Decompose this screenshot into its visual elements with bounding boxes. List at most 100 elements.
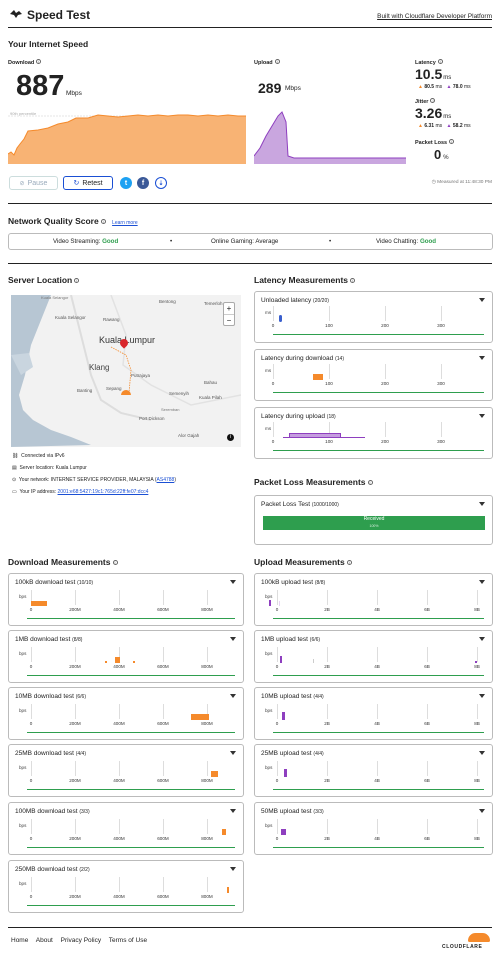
zoom-in-button[interactable]: + bbox=[226, 304, 232, 313]
chevron-down-icon[interactable] bbox=[479, 809, 485, 813]
built-with-link[interactable]: Built with Cloudflare Developer Platform bbox=[377, 13, 492, 20]
map-info-icon[interactable]: i bbox=[227, 434, 234, 441]
footer-terms-link[interactable]: Terms of Use bbox=[108, 937, 148, 944]
retest-button[interactable]: ↻ Retest bbox=[63, 176, 113, 190]
packet-loss-label: Packet Loss i bbox=[415, 139, 455, 146]
card-title: Unloaded latency (20/20) bbox=[261, 297, 329, 304]
data-point bbox=[279, 601, 280, 606]
footer-about-link[interactable]: About bbox=[35, 937, 53, 944]
pause-button[interactable]: ⊘ Pause bbox=[9, 176, 58, 190]
card-title: 25MB download test (4/4) bbox=[15, 750, 86, 757]
grid-line bbox=[119, 761, 120, 776]
download-card[interactable]: 25MB download test (4/4) bps 0 200M 400M 600… bbox=[8, 744, 244, 797]
axis-tick-label: 0 bbox=[275, 664, 279, 669]
box-plot bbox=[211, 771, 218, 777]
download-card[interactable]: 250MB download test (2/2) bps 0 200M 400M 60… bbox=[8, 860, 244, 913]
download-results-icon[interactable]: ⇣ bbox=[155, 177, 167, 189]
axis-tick-label: 400M bbox=[113, 894, 125, 899]
server-map[interactable]: Kuala Lumpur Klang Kuala Selangor Rawang… bbox=[11, 295, 241, 447]
upload-card[interactable]: 1MB upload test (6/6) bps 0 2B 4B 6B 8B bbox=[254, 630, 493, 683]
latency-measurements-heading: Latency Measurements i bbox=[254, 275, 356, 285]
packet-loss-card[interactable]: Packet Loss Test (1000/1000) Received 10… bbox=[254, 495, 493, 545]
axis-tick-label: 4B bbox=[374, 778, 380, 783]
unit-label: bps bbox=[19, 708, 27, 713]
grid-line bbox=[207, 647, 208, 662]
map-label: Temerloh bbox=[204, 301, 223, 306]
axis-tick-label: 0 bbox=[29, 721, 33, 726]
upload-card[interactable]: 100kB upload test (8/8) bps 0 2B 4B 6B 8B bbox=[254, 573, 493, 626]
latency-card[interactable]: Unloaded latency (20/20) ms 0 100 200 300 bbox=[254, 291, 493, 343]
chevron-down-icon[interactable] bbox=[230, 637, 236, 641]
grid-line bbox=[163, 647, 164, 662]
axis-tick-label: 800M bbox=[201, 607, 213, 612]
card-title: 10MB download test (6/6) bbox=[15, 693, 86, 700]
grid-line bbox=[385, 306, 386, 321]
map-label: Seremban bbox=[161, 407, 180, 412]
footer-privacy-link[interactable]: Privacy Policy bbox=[60, 937, 102, 944]
chevron-down-icon[interactable] bbox=[230, 751, 236, 755]
twitter-icon[interactable]: t bbox=[120, 177, 132, 189]
download-card[interactable]: 10MB download test (6/6) bps 0 200M 400M 600… bbox=[8, 687, 244, 740]
grid-line bbox=[377, 819, 378, 834]
map-label: Kuala Selangor bbox=[41, 295, 69, 300]
asn-link[interactable]: AS4788 bbox=[156, 477, 175, 483]
server-location-heading: Server Location i bbox=[8, 275, 80, 285]
upload-person-icon: ▲ bbox=[446, 123, 452, 129]
latency-card[interactable]: Latency during download (14) ms 0 100 200 30… bbox=[254, 349, 493, 401]
grid-line bbox=[207, 877, 208, 892]
axis-tick-label: 0 bbox=[271, 439, 275, 444]
download-card[interactable]: 100MB download test (3/3) bps 0 200M 400M 60… bbox=[8, 802, 244, 855]
zoom-out-button[interactable]: − bbox=[224, 314, 234, 326]
network-info: ⊙ Your network: INTERNET SERVICE PROVIDE… bbox=[12, 477, 177, 483]
axis-tick-label: 800M bbox=[201, 664, 213, 669]
bullet-separator: • bbox=[170, 238, 173, 245]
upload-card[interactable]: 50MB upload test (3/3) bps 0 2B 4B 6B 8B bbox=[254, 802, 493, 855]
chevron-down-icon[interactable] bbox=[230, 580, 236, 584]
chevron-down-icon[interactable] bbox=[479, 502, 485, 506]
grid-line bbox=[31, 819, 32, 834]
grid-line bbox=[207, 590, 208, 605]
upload-person-icon: ▲ bbox=[446, 84, 452, 90]
card-title: 250MB download test (2/2) bbox=[15, 866, 90, 873]
axis-tick-label: 8B bbox=[474, 664, 480, 669]
upload-card[interactable]: 25MB upload test (4/4) bps 0 2B 4B 6B 8B bbox=[254, 744, 493, 797]
grid-line bbox=[75, 647, 76, 662]
chevron-down-icon[interactable] bbox=[479, 694, 485, 698]
download-card[interactable]: 100kB download test (10/10) bps 0 200M 400M… bbox=[8, 573, 244, 626]
unit-label: ms bbox=[265, 368, 272, 373]
data-point bbox=[280, 656, 282, 663]
logo-icon bbox=[9, 9, 23, 19]
chevron-down-icon[interactable] bbox=[230, 809, 236, 813]
chevron-down-icon[interactable] bbox=[479, 414, 485, 418]
chevron-down-icon[interactable] bbox=[230, 867, 236, 871]
axis-tick-label: 200M bbox=[69, 778, 81, 783]
facebook-icon[interactable]: f bbox=[137, 177, 149, 189]
axis-tick-label: 0 bbox=[275, 778, 279, 783]
axis-tick-label: 200M bbox=[69, 836, 81, 841]
ip-link[interactable]: 2001:e68:5427:19c1:765d:22ff:fe07:dcc4 bbox=[57, 489, 149, 495]
latency-card[interactable]: Latency during upload (18) ms 0 100 200 300 bbox=[254, 407, 493, 459]
chevron-down-icon[interactable] bbox=[479, 751, 485, 755]
grid-line bbox=[31, 761, 32, 776]
card-title: 1MB download test (8/8) bbox=[15, 636, 83, 643]
packet-loss-value: 0% bbox=[434, 147, 449, 162]
chevron-down-icon[interactable] bbox=[479, 637, 485, 641]
learn-more-link[interactable]: Learn more bbox=[112, 220, 138, 226]
card-title: Latency during upload (18) bbox=[261, 413, 336, 420]
measured-at: ◷ Measured at 11:48:30 PM bbox=[431, 180, 492, 185]
chevron-down-icon[interactable] bbox=[479, 356, 485, 360]
footer-home-link[interactable]: Home bbox=[11, 937, 29, 944]
chevron-down-icon[interactable] bbox=[479, 580, 485, 584]
download-arrow-icon: ▲ bbox=[418, 84, 423, 90]
grid-line bbox=[277, 590, 278, 605]
upload-card[interactable]: 10MB upload test (4/4) bps 0 2B 4B 6B 8B bbox=[254, 687, 493, 740]
map-label: Semenyih bbox=[169, 391, 190, 396]
chevron-down-icon[interactable] bbox=[230, 694, 236, 698]
clock-icon: ◷ bbox=[431, 180, 436, 185]
axis-tick-label: 600M bbox=[157, 721, 169, 726]
data-point bbox=[105, 661, 107, 663]
received-percent: 100% bbox=[369, 524, 379, 528]
chevron-down-icon[interactable] bbox=[479, 298, 485, 302]
download-card[interactable]: 1MB download test (8/8) bps 0 200M 400M 600M… bbox=[8, 630, 244, 683]
grid-line bbox=[31, 704, 32, 719]
